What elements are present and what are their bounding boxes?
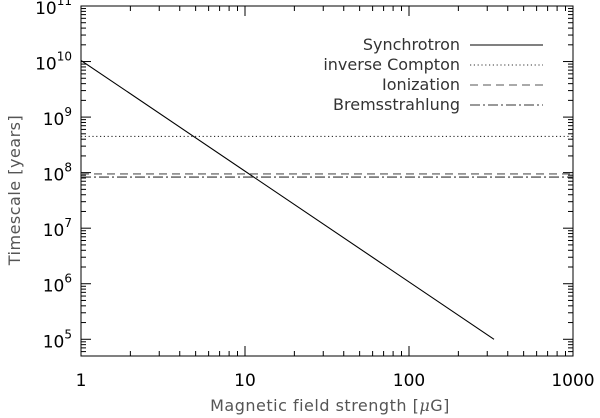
y-tick-label: 108	[43, 161, 72, 186]
y-tick-label: 105	[43, 327, 72, 352]
series-layer	[81, 59, 573, 340]
y-tick-label: 1011	[35, 0, 72, 19]
x-axis-label: Magnetic field strength [μG]	[210, 396, 450, 415]
legend-label-inverse-compton: inverse Compton	[323, 55, 460, 74]
x-tick-label: 1	[76, 371, 87, 391]
x-tick-label: 1000	[551, 371, 594, 391]
x-axis-label-main: Magnetic field strength [	[210, 396, 419, 415]
y-tick-label: 106	[43, 272, 72, 297]
x-axis-label-mu: μ	[419, 396, 430, 415]
series-synchrotron-line	[81, 59, 495, 340]
y-axis-label: Timescale [years]	[5, 115, 24, 266]
x-tick-label: 10	[234, 371, 256, 391]
legend-label-bremsstrahlung: Bremsstrahlung	[333, 95, 460, 114]
legend-label-ionization: Ionization	[382, 75, 460, 94]
y-tick-label: 107	[43, 216, 72, 241]
y-axis-ticks: 105 106 107 108 109 1010 1011	[35, 0, 573, 357]
y-tick-label: 109	[43, 105, 72, 130]
x-axis-ticks: 1 10 100 1000	[76, 6, 595, 391]
x-axis-label-unit: G]	[430, 396, 450, 415]
legend-label-synchrotron: Synchrotron	[363, 35, 460, 54]
y-tick-label: 1010	[35, 50, 72, 75]
x-tick-label: 100	[393, 371, 425, 391]
